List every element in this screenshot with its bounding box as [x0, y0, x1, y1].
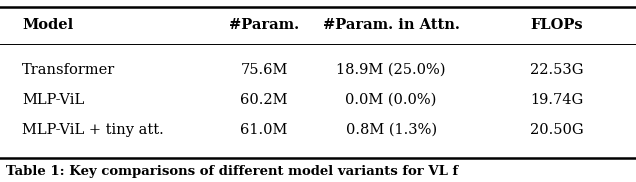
Text: Table 1: Key comparisons of different model variants for VL f: Table 1: Key comparisons of different mo… [6, 165, 459, 178]
Text: #Param. in Attn.: #Param. in Attn. [322, 18, 460, 31]
Text: 22.53G: 22.53G [530, 63, 583, 77]
Text: 20.50G: 20.50G [530, 123, 583, 137]
Text: Transformer: Transformer [22, 63, 116, 77]
Text: #Param.: #Param. [229, 18, 299, 31]
Text: 60.2M: 60.2M [240, 93, 287, 107]
Text: Model: Model [22, 18, 74, 31]
Text: 0.8M (1.3%): 0.8M (1.3%) [345, 123, 437, 137]
Text: MLP-ViL + tiny att.: MLP-ViL + tiny att. [22, 123, 164, 137]
Text: 19.74G: 19.74G [530, 93, 583, 107]
Text: 0.0M (0.0%): 0.0M (0.0%) [345, 93, 437, 107]
Text: MLP-ViL: MLP-ViL [22, 93, 85, 107]
Text: 61.0M: 61.0M [240, 123, 287, 137]
Text: FLOPs: FLOPs [530, 18, 583, 31]
Text: 75.6M: 75.6M [240, 63, 287, 77]
Text: 18.9M (25.0%): 18.9M (25.0%) [336, 63, 446, 77]
